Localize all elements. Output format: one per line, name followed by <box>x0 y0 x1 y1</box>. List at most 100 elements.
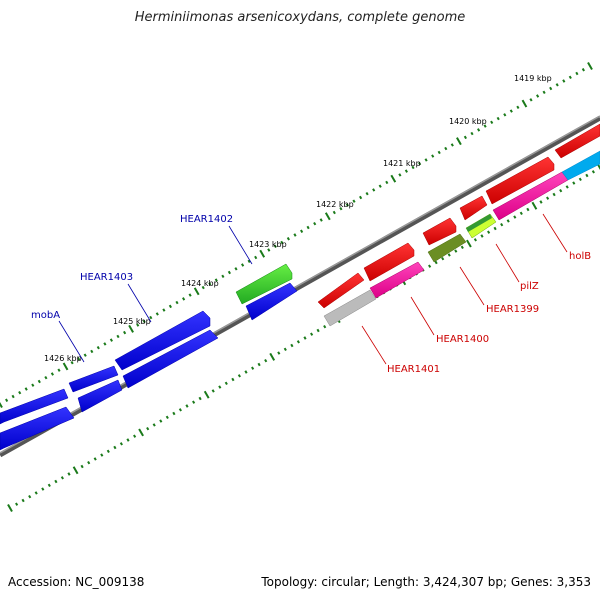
inner-track-minor-tick <box>323 324 327 329</box>
outer-track-minor-tick <box>319 218 323 222</box>
inner-track-minor-tick <box>100 453 104 457</box>
outer-track-minor-tick <box>411 165 415 170</box>
inner-track-minor-tick <box>172 411 176 416</box>
callout-HEAR1399 <box>459 266 485 306</box>
label-HEAR1400: HEAR1400 <box>436 334 489 345</box>
label-mobA: mobA <box>31 310 60 321</box>
inner-track-minor-tick <box>192 400 196 404</box>
gene-HEAR1401[interactable] <box>323 289 377 327</box>
inner-track-minor-tick <box>480 234 484 238</box>
outer-track-minor-tick <box>247 259 251 264</box>
gene-red-forward-3[interactable] <box>422 217 457 246</box>
gene-HEAR1402[interactable] <box>235 263 293 305</box>
outer-track-major-tick <box>193 287 200 296</box>
outer-track-minor-tick <box>31 383 35 387</box>
outer-track-minor-tick <box>280 240 284 245</box>
outer-track-minor-tick <box>241 263 245 267</box>
outer-track-minor-tick <box>562 79 566 83</box>
outer-track-minor-tick <box>450 143 454 147</box>
inner-track-minor-tick <box>178 408 182 412</box>
gene-red-forward-4[interactable] <box>459 195 488 221</box>
gene-red-forward-2[interactable] <box>363 242 415 282</box>
outer-track-minor-tick <box>234 267 238 271</box>
gene-blue-reverse-2[interactable] <box>77 379 123 413</box>
inner-track-minor-tick <box>152 423 156 427</box>
label-HEAR1402: HEAR1402 <box>180 214 233 225</box>
inner-track-minor-tick <box>460 245 464 250</box>
topology-text: Topology: circular; Length: 3,424,307 bp… <box>261 575 591 589</box>
inner-track-minor-tick <box>296 340 300 344</box>
inner-track-minor-tick <box>434 260 438 265</box>
inner-track-minor-tick <box>526 207 530 212</box>
accession-text: Accession: NC_009138 <box>8 575 145 589</box>
gene-mobA-forward[interactable] <box>0 388 69 425</box>
inner-track-minor-tick <box>500 222 504 227</box>
gene-red-forward-1[interactable] <box>317 272 365 309</box>
gene-cyan-reverse[interactable] <box>561 150 600 181</box>
inner-track-minor-tick <box>133 434 137 438</box>
inner-track-minor-tick <box>198 396 202 401</box>
gene-blue-reverse-1[interactable] <box>0 406 75 451</box>
kbp-label-1424: 1424 kbp <box>181 279 219 288</box>
inner-tick-track <box>7 164 600 512</box>
outer-track-minor-tick <box>542 90 546 95</box>
callout-pilZ <box>495 243 520 283</box>
outer-track-minor-tick <box>568 75 572 80</box>
inner-track-minor-tick <box>211 389 215 393</box>
inner-track-minor-tick <box>493 226 497 231</box>
outer-track-major-tick <box>587 62 593 70</box>
gene-red-forward-5[interactable] <box>485 156 555 205</box>
outer-track-minor-tick <box>142 319 146 324</box>
kbp-label-1426: 1426 kbp <box>44 354 82 363</box>
inner-track-minor-tick <box>54 479 58 484</box>
outer-track-minor-tick <box>437 150 441 155</box>
callout-holB <box>542 213 568 253</box>
outer-track-minor-tick <box>509 109 513 113</box>
outer-track-minor-tick <box>221 274 225 279</box>
inner-track-major-tick <box>203 390 210 399</box>
inner-track-minor-tick <box>591 170 595 174</box>
inner-track-major-tick <box>138 428 144 437</box>
outer-track-minor-tick <box>516 105 520 110</box>
gene-HEAR1400[interactable] <box>369 261 425 299</box>
map-title: Herminiimonas arsenicoxydans, complete g… <box>134 10 466 25</box>
outer-track-minor-tick <box>424 158 428 162</box>
inner-track-minor-tick <box>447 253 451 257</box>
outer-track-minor-tick <box>188 293 192 297</box>
outer-track-minor-tick <box>155 312 159 316</box>
outer-track-minor-tick <box>11 394 15 399</box>
outer-track-minor-tick <box>162 308 166 312</box>
outer-track-minor-tick <box>339 206 343 211</box>
outer-track-minor-tick <box>470 131 474 136</box>
outer-track-minor-tick <box>83 353 87 357</box>
outer-track-minor-tick <box>37 379 41 384</box>
outer-track-minor-tick <box>293 233 297 237</box>
kbp-label-1425: 1425 kbp <box>113 317 151 326</box>
gene-HEAR1399[interactable] <box>427 233 467 263</box>
outer-track-minor-tick <box>149 315 153 320</box>
callout-HEAR1401 <box>361 325 387 365</box>
label-HEAR1403: HEAR1403 <box>80 272 133 283</box>
callout-HEAR1403 <box>127 283 152 323</box>
outer-track-minor-tick <box>345 203 349 207</box>
inner-track-minor-tick <box>251 366 255 370</box>
kbp-label-1421: 1421 kbp <box>383 159 421 168</box>
gene-HEAR1403[interactable] <box>114 310 211 371</box>
gene-mobA[interactable] <box>68 365 119 393</box>
inner-track-minor-tick <box>126 438 130 442</box>
outer-track-minor-tick <box>57 368 61 372</box>
outer-track-minor-tick <box>254 255 258 260</box>
inner-track-minor-tick <box>60 476 64 480</box>
outer-track-minor-tick <box>306 225 310 230</box>
inner-track-minor-tick <box>487 230 491 234</box>
gene-red-forward-6[interactable] <box>554 123 600 159</box>
outer-tick-track <box>0 62 593 408</box>
gene-blue-reverse-3[interactable] <box>122 329 219 389</box>
gene-blue-reverse-4[interactable] <box>245 282 298 321</box>
inner-track-minor-tick <box>441 256 445 261</box>
inner-track-major-tick <box>269 352 276 361</box>
inner-track-minor-tick <box>513 215 517 219</box>
outer-track-major-tick <box>456 137 462 146</box>
outer-track-minor-tick <box>503 113 507 117</box>
